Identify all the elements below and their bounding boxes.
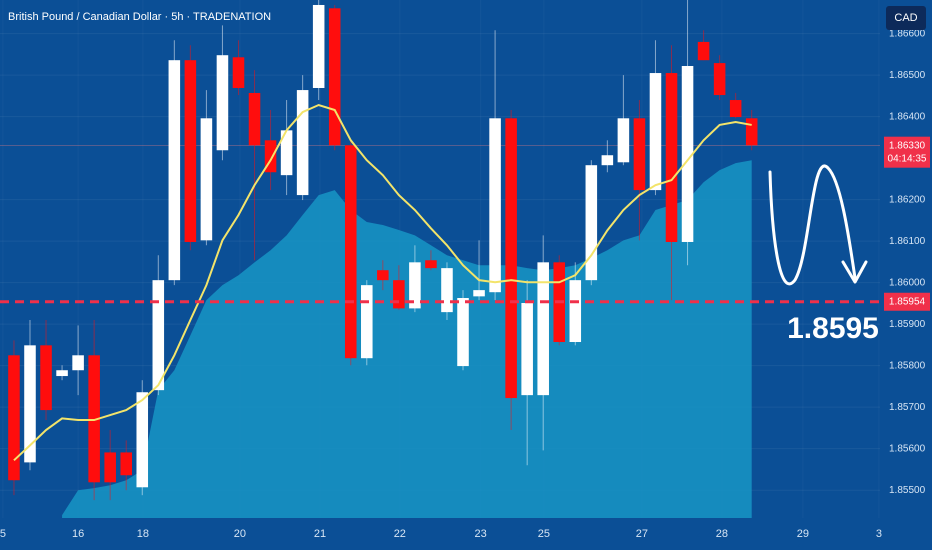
area — [62, 160, 752, 519]
currency-button[interactable] — [886, 6, 926, 30]
candle-body — [617, 118, 630, 163]
candle-body — [296, 90, 309, 196]
candle-body — [569, 280, 582, 343]
x-tick-label: 20 — [234, 528, 246, 540]
y-tick-label: 1.85500 — [889, 485, 926, 496]
candle-body — [489, 118, 501, 293]
candle-body — [120, 452, 132, 476]
candle-body — [8, 355, 20, 481]
y-tick-label: 1.86100 — [889, 236, 926, 247]
candle-body — [200, 118, 213, 241]
y-tick-label: 1.85900 — [889, 319, 926, 330]
candle-body — [184, 60, 197, 242]
candle-body — [441, 268, 453, 313]
candle-body — [312, 4, 325, 88]
candle-body — [361, 285, 373, 359]
x-tick-label: 18 — [137, 528, 149, 540]
candle-body — [56, 370, 68, 377]
chart-title: British Pound / Canadian Dollar · 5h · T… — [8, 11, 271, 23]
candle-body — [377, 270, 389, 281]
candle-body — [152, 280, 165, 391]
x-tick-label: 29 — [797, 528, 809, 540]
candle-body — [393, 280, 405, 309]
candle-body — [328, 8, 341, 146]
candle-body — [40, 345, 52, 411]
candle-body — [713, 63, 726, 96]
candle-body — [136, 392, 149, 488]
candle-body — [72, 355, 84, 371]
y-tick-label: 1.86200 — [889, 194, 926, 205]
candle-body — [729, 100, 742, 118]
x-tick-label: 16 — [72, 528, 84, 540]
candle-body — [665, 73, 678, 242]
candle-body — [697, 41, 710, 61]
candle-body — [104, 452, 116, 483]
moving-average — [13, 103, 752, 462]
currency-button-label[interactable]: CAD — [894, 12, 917, 24]
target-label-box — [884, 292, 930, 311]
plot-area: 1.86600 1.86500 1.86400 1.86200 1.86100 1.860… — [0, 0, 926, 540]
last-price-label: 1.86330 — [889, 140, 926, 151]
y-tick-label: 1.86400 — [889, 111, 926, 122]
target-label: 1.85954 — [889, 296, 926, 307]
x-tick-label: 25 — [538, 528, 550, 540]
arrow-head — [841, 260, 868, 284]
candle-body — [649, 73, 662, 191]
x-tick-label: 23 — [475, 528, 487, 540]
forecast-arrow — [768, 164, 857, 286]
y-tick-label: 1.86500 — [889, 70, 926, 81]
candle-body — [248, 92, 261, 146]
candle-body — [232, 57, 245, 88]
candle-body — [521, 302, 533, 396]
candle-body — [633, 118, 646, 191]
y-tick-label: 1.86000 — [889, 277, 926, 288]
x-tick-label: 5 — [0, 528, 6, 540]
candle-body — [681, 65, 694, 242]
y-tick-label: 1.85800 — [889, 360, 926, 371]
candle-body — [409, 262, 421, 309]
x-tick-label: 22 — [394, 528, 406, 540]
candle-body — [344, 145, 357, 359]
candle-body — [88, 355, 100, 483]
candle-body — [24, 345, 36, 463]
x-tick-label: 3 — [876, 528, 882, 540]
candle-body — [601, 155, 614, 166]
candle-body — [537, 262, 549, 396]
candle-body — [585, 165, 598, 281]
last-price-box — [884, 136, 930, 168]
x-tick-label: 21 — [314, 528, 326, 540]
candle-body — [473, 290, 485, 297]
candle-body — [280, 130, 293, 176]
y-tick-label: 1.85700 — [889, 402, 926, 413]
countdown-label: 04:14:35 — [888, 153, 927, 164]
candle-body — [264, 140, 277, 173]
candle-body — [216, 55, 229, 151]
candle-body — [457, 298, 469, 367]
y-tick-label: 1.86600 — [889, 28, 926, 39]
candle-body — [425, 260, 437, 269]
target-annotation: 1.8595 — [787, 312, 879, 345]
x-tick-label: 28 — [716, 528, 728, 540]
y-tick-label: 1.85600 — [889, 443, 926, 454]
x-tick-label: 27 — [636, 528, 648, 540]
candle-body — [505, 118, 517, 399]
candle-body — [168, 60, 181, 281]
candle-body — [745, 118, 758, 146]
